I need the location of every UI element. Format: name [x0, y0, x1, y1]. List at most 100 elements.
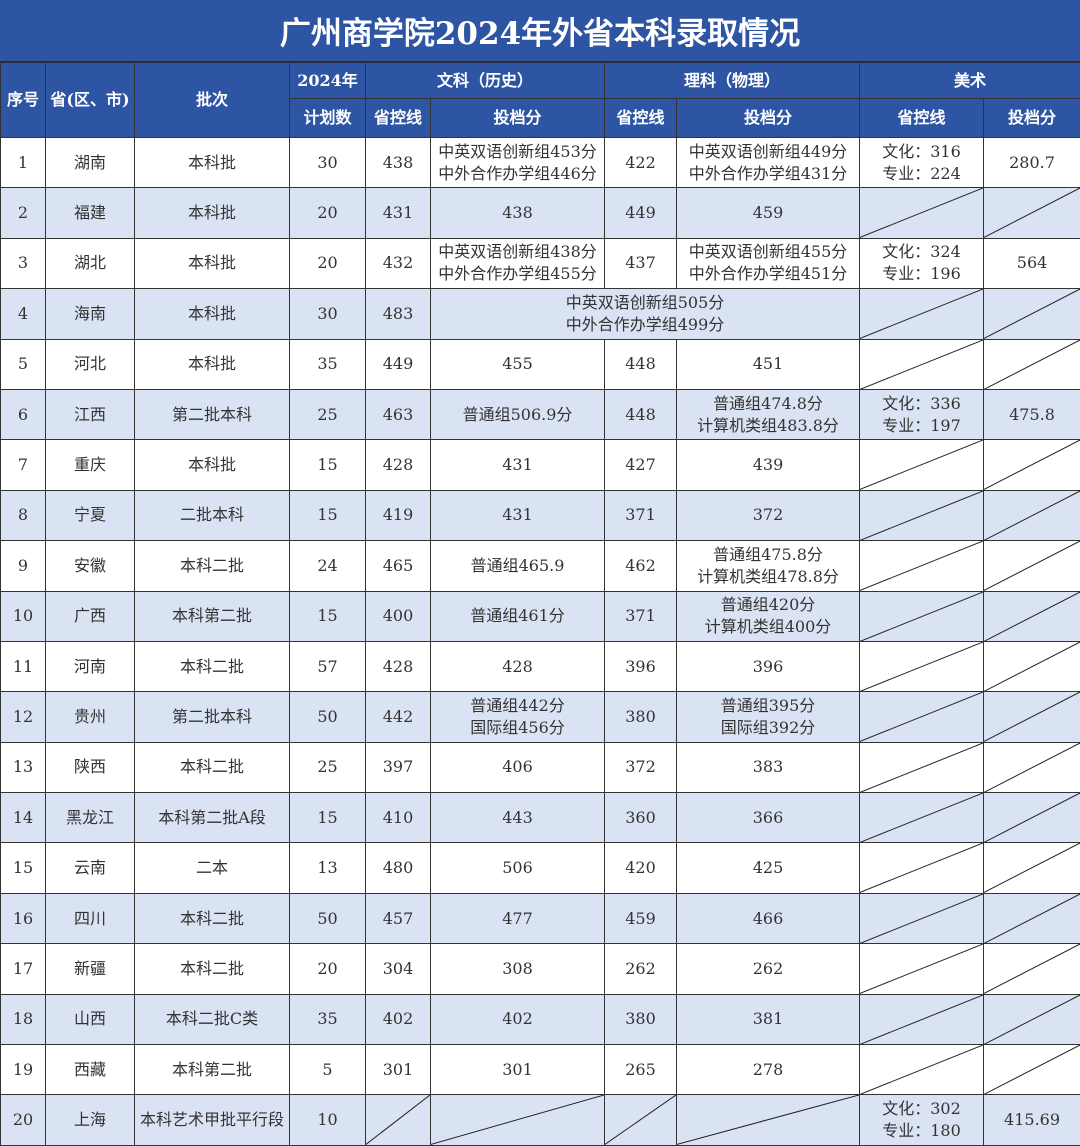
cell-art-line: [860, 188, 984, 238]
cell-no: 17: [1, 944, 46, 994]
cell-li-score: 383: [677, 742, 860, 792]
cell-art-score: 475.8: [984, 389, 1080, 439]
cell-province: 黑龙江: [46, 793, 135, 843]
cell-wen-score-line: 477: [431, 908, 604, 930]
cell-no: 14: [1, 793, 46, 843]
cell-wen-score-line: 中英双语创新组438分: [431, 241, 604, 263]
cell-no: 19: [1, 1045, 46, 1095]
cell-wen-score-line: 308: [431, 958, 604, 980]
cell-batch: 本科批: [135, 339, 290, 389]
cell-art-line-line: 文化：336: [860, 393, 983, 415]
header-li: 理科（物理）: [605, 63, 860, 99]
cell-wen-line: [366, 1095, 431, 1145]
cell-wen-line: 431: [366, 188, 431, 238]
empty-slash: [860, 340, 983, 389]
header-plan: 计划数: [290, 99, 366, 138]
cell-art-line-line: 文化：316: [860, 141, 983, 163]
header-wen-score: 投档分: [431, 99, 605, 138]
cell-li-score-line: 中外合作办学组451分: [677, 263, 859, 285]
cell-no: 1: [1, 138, 46, 188]
cell-li-score: 普通组475.8分计算机类组478.8分: [677, 541, 860, 591]
cell-batch: 本科第二批: [135, 591, 290, 641]
cell-batch: 第二批本科: [135, 389, 290, 439]
empty-slash: [860, 793, 983, 842]
cell-li-score-line: 中英双语创新组455分: [677, 241, 859, 263]
cell-wen-score-line: 406: [431, 756, 604, 778]
cell-li-score-line: 396: [677, 656, 859, 678]
cell-no: 16: [1, 893, 46, 943]
cell-art-score-line: 564: [984, 252, 1080, 274]
cell-no: 7: [1, 440, 46, 490]
cell-plan: 5: [290, 1045, 366, 1095]
cell-wen-score-line: 普通组506.9分: [431, 404, 604, 426]
cell-li-score-line: 计算机类组478.8分: [677, 566, 859, 588]
empty-slash: [984, 743, 1080, 792]
cell-wen-score-line: 431: [431, 454, 604, 476]
cell-wen-line: 397: [366, 742, 431, 792]
cell-li-score-line: 439: [677, 454, 859, 476]
cell-batch: 本科艺术甲批平行段: [135, 1095, 290, 1145]
cell-plan: 35: [290, 994, 366, 1044]
header-province: 省(区、市): [46, 63, 135, 138]
cell-art-score: [984, 289, 1080, 339]
empty-slash: [984, 188, 1080, 237]
cell-plan: 20: [290, 188, 366, 238]
empty-slash: [984, 340, 1080, 389]
header-art: 美术: [860, 63, 1080, 99]
empty-slash: [860, 1045, 983, 1094]
cell-li-line: 262: [605, 944, 677, 994]
cell-li-score: 451: [677, 339, 860, 389]
cell-li-score-line: 中外合作办学组431分: [677, 163, 859, 185]
cell-li-score-line: 国际组392分: [677, 717, 859, 739]
cell-no: 12: [1, 692, 46, 742]
cell-li-line: 396: [605, 641, 677, 691]
cell-batch: 二批本科: [135, 490, 290, 540]
cell-art-score: [984, 490, 1080, 540]
cell-wen-score-line: 431: [431, 504, 604, 526]
empty-slash: [860, 289, 983, 338]
page-title: 广州商学院2024年外省本科录取情况: [0, 0, 1080, 62]
cell-province: 新疆: [46, 944, 135, 994]
cell-no: 2: [1, 188, 46, 238]
cell-no: 10: [1, 591, 46, 641]
cell-province: 广西: [46, 591, 135, 641]
cell-wen-score: 406: [431, 742, 605, 792]
cell-li-score-line: 278: [677, 1059, 859, 1081]
cell-wen-score: 中英双语创新组438分中外合作办学组455分: [431, 238, 605, 288]
cell-plan: 20: [290, 944, 366, 994]
cell-art-line: [860, 339, 984, 389]
cell-art-score: 415.69: [984, 1095, 1080, 1145]
cell-wen-score: 438: [431, 188, 605, 238]
cell-art-score-line: 280.7: [984, 152, 1080, 174]
cell-art-score: 280.7: [984, 138, 1080, 188]
cell-wen-score-line: 普通组465.9: [431, 555, 604, 577]
cell-li-score: 中英双语创新组455分中外合作办学组451分: [677, 238, 860, 288]
cell-wen-score: 506: [431, 843, 605, 893]
cell-plan: 30: [290, 289, 366, 339]
cell-no: 20: [1, 1095, 46, 1145]
empty-slash: [860, 743, 983, 792]
empty-slash: [860, 894, 983, 943]
cell-wen-score-line: 普通组442分: [431, 695, 604, 717]
cell-li-score: 425: [677, 843, 860, 893]
cell-wen-line: 432: [366, 238, 431, 288]
cell-wen-line: 483: [366, 289, 431, 339]
empty-slash: [984, 944, 1080, 993]
cell-province: 江西: [46, 389, 135, 439]
cell-province: 山西: [46, 994, 135, 1044]
empty-slash: [984, 592, 1080, 641]
cell-li-score: 普通组420分计算机类组400分: [677, 591, 860, 641]
cell-no: 15: [1, 843, 46, 893]
cell-province: 湖北: [46, 238, 135, 288]
empty-slash: [860, 642, 983, 691]
cell-plan: 25: [290, 742, 366, 792]
empty-slash: [984, 1045, 1080, 1094]
